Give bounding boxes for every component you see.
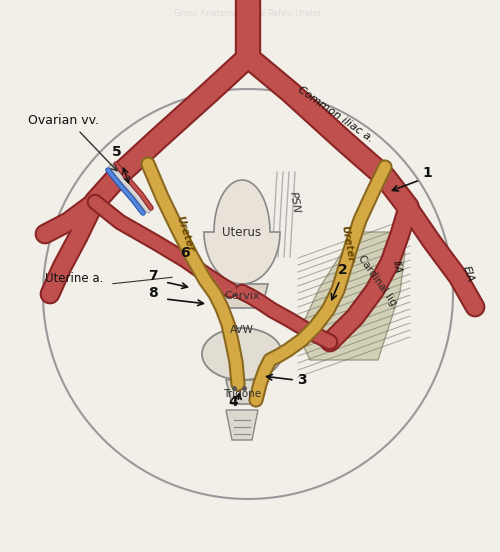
Text: IIA: IIA [391, 259, 403, 274]
Polygon shape [218, 284, 268, 308]
Text: EIA: EIA [460, 264, 475, 283]
Text: Uterus: Uterus [222, 226, 262, 238]
Text: 1: 1 [422, 166, 432, 180]
Text: Gross Anatomy of the Pelvic Ureter: Gross Anatomy of the Pelvic Ureter [174, 9, 322, 19]
Polygon shape [226, 410, 258, 440]
Text: AVW: AVW [230, 325, 254, 335]
Text: 7: 7 [148, 269, 158, 283]
Text: Ureter: Ureter [174, 215, 196, 253]
Polygon shape [204, 180, 280, 284]
Text: Cardinal lig.: Cardinal lig. [356, 253, 400, 311]
Text: 2: 2 [338, 263, 348, 277]
Polygon shape [298, 232, 405, 360]
Polygon shape [226, 380, 258, 404]
Text: 6: 6 [180, 246, 190, 260]
Text: Ovarian vv.: Ovarian vv. [28, 114, 99, 127]
Text: PSN: PSN [288, 190, 302, 214]
Text: Cervix: Cervix [224, 291, 260, 301]
Text: 3: 3 [297, 373, 306, 387]
Text: 8: 8 [148, 286, 158, 300]
Text: 4: 4 [228, 395, 238, 409]
Text: Uterine a.: Uterine a. [45, 272, 104, 285]
Text: Trigone: Trigone [223, 389, 261, 399]
Text: Common iliac a.: Common iliac a. [296, 84, 374, 144]
Polygon shape [202, 328, 282, 380]
Text: Ureter: Ureter [340, 225, 356, 263]
Text: 5: 5 [112, 145, 122, 159]
